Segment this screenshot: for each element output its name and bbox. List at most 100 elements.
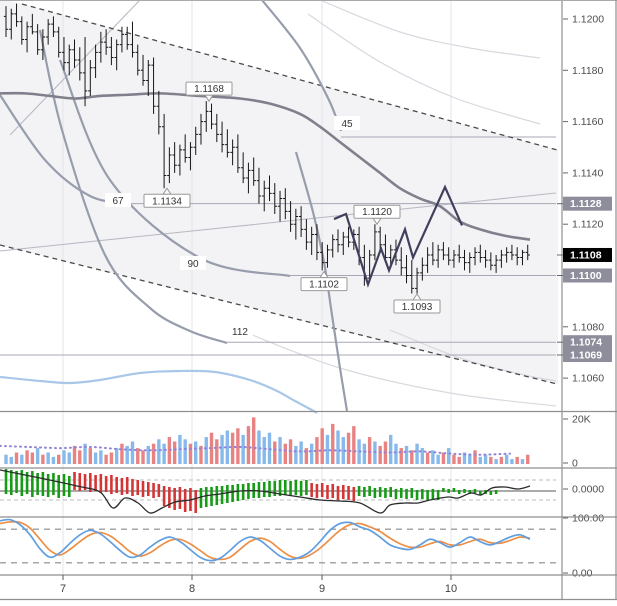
volume-bar <box>157 439 161 464</box>
price-tick-label: 1.1160 <box>572 116 603 128</box>
volume-bar <box>420 448 425 464</box>
volume-bar <box>436 454 440 464</box>
callout-label-1.1102: 1.1102 <box>309 280 339 291</box>
volume-bar <box>483 454 488 464</box>
volume-bar <box>4 454 8 464</box>
volume-bar <box>378 445 382 464</box>
channel-upper-dashed-line <box>21 3 562 152</box>
volume-bar <box>346 432 351 464</box>
callout-box <box>353 204 401 219</box>
volume-bar <box>494 459 498 464</box>
price-badge-1.1069 <box>563 348 612 363</box>
volume-bar <box>325 434 330 464</box>
callout-box <box>185 81 233 96</box>
volume-bar <box>352 426 356 464</box>
overlay-indicator-line <box>0 369 318 414</box>
volume-bar <box>446 448 451 464</box>
volume-bar <box>510 459 514 464</box>
volume-bar <box>526 454 530 464</box>
volume-scale-zero: 0 <box>572 458 578 470</box>
price-badge-label: 1.1100 <box>570 270 602 282</box>
price-badge-1.1128 <box>563 196 612 211</box>
volume-bar <box>262 437 266 464</box>
volume-bar <box>167 437 172 464</box>
callout-label-1.1120: 1.1120 <box>362 207 392 218</box>
price-badge-label: 1.1128 <box>570 198 602 210</box>
volume-bar <box>473 450 477 464</box>
volume-bar <box>331 423 335 464</box>
volume-bar <box>20 454 24 464</box>
callout-label-1.1168: 1.1168 <box>194 84 224 95</box>
arc-label-box <box>334 116 360 130</box>
volume-bar <box>489 456 493 464</box>
volume-bar <box>136 448 140 464</box>
fibonacci-arc-faint <box>239 329 557 407</box>
volume-bar <box>309 443 314 464</box>
volume-bar <box>468 454 472 464</box>
volume-bar <box>51 456 56 464</box>
volume-bar <box>425 452 430 464</box>
volume-bar <box>246 426 251 464</box>
volume-bar <box>230 432 235 464</box>
zigzag-projection-line <box>333 184 464 288</box>
volume-bar <box>30 452 35 464</box>
volume-bar <box>236 428 240 464</box>
volume-bar <box>162 443 166 464</box>
macd-scale-zero: 0.0000 <box>572 484 604 496</box>
volume-trend-dotted-line <box>0 444 511 456</box>
volume-bar <box>336 430 340 464</box>
volume-bar <box>394 443 398 464</box>
volume-bar <box>25 450 29 464</box>
arc-label-box <box>227 324 253 338</box>
volume-bar <box>299 441 303 464</box>
volume-bar <box>452 454 456 464</box>
stochastic-scale-top: 100.00 <box>572 513 604 525</box>
volume-bar <box>399 448 403 464</box>
volume-bar <box>304 448 309 464</box>
volume-bar <box>93 452 98 464</box>
price-tick-label: 1.1080 <box>572 321 604 333</box>
volume-bar <box>520 459 525 464</box>
price-badge-1.1074 <box>563 335 612 350</box>
price-tick-label: 1.1200 <box>572 14 604 26</box>
volume-bar <box>389 434 393 464</box>
fibonacci-arc-faint <box>319 0 541 59</box>
volume-bar <box>46 452 50 464</box>
price-tick-label: 1.1060 <box>572 373 604 385</box>
volume-bar <box>457 456 461 464</box>
volume-bar <box>120 443 124 464</box>
volume-bar <box>9 456 13 464</box>
volume-bar <box>183 439 187 464</box>
volume-bar <box>273 441 277 464</box>
arc-label-box <box>105 193 131 207</box>
volume-bar <box>410 450 414 464</box>
volume-bar <box>462 452 467 464</box>
callout-box <box>300 277 348 292</box>
volume-bar <box>125 445 129 464</box>
volume-scale-top: 20K <box>572 414 591 426</box>
volume-bar <box>251 417 256 464</box>
arc-label-90: 90 <box>187 259 199 270</box>
volume-bar <box>367 437 372 464</box>
volume-bar <box>225 430 230 464</box>
stochastic-d-line <box>0 520 531 561</box>
volume-bar <box>62 450 66 464</box>
price-badge-1.1100 <box>563 268 612 283</box>
volume-bar <box>151 443 156 464</box>
volume-bar <box>141 450 145 464</box>
price-axis-background <box>558 0 617 606</box>
gann-arc <box>58 59 291 278</box>
volume-bar <box>404 445 409 464</box>
volume-bar <box>315 437 319 464</box>
volume-bar <box>88 448 93 464</box>
time-label-7: 7 <box>60 583 66 595</box>
price-tick-label: 1.1140 <box>572 167 603 179</box>
volume-bar <box>72 445 77 464</box>
volume-bar <box>57 454 61 464</box>
volume-bar <box>109 452 114 464</box>
volume-bar <box>67 452 71 464</box>
macd-signal-line <box>0 469 531 514</box>
volume-bar <box>415 443 419 464</box>
